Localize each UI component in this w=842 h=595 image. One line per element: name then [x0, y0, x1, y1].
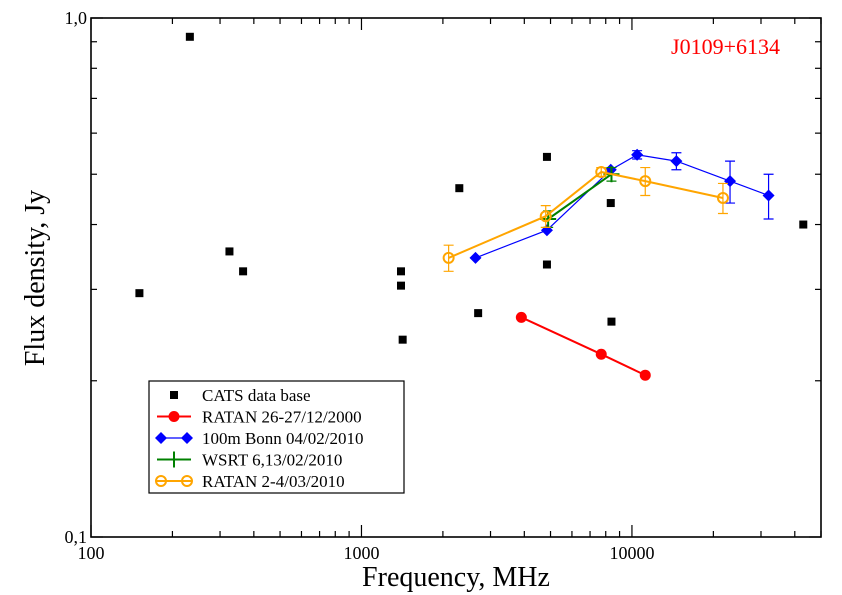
legend-marker: [170, 391, 178, 399]
x-tick-label: 10000: [609, 543, 654, 563]
data-point: [135, 289, 144, 298]
legend-label: RATAN 2-4/03/2010: [202, 472, 345, 491]
data-point: [185, 32, 194, 41]
data-point: [239, 267, 248, 276]
data-point: [670, 155, 683, 168]
legend-entries: CATS data base RATAN 26-27/12/2000 100m Bo…: [155, 386, 364, 491]
x-tick-label: 1000: [343, 543, 379, 563]
data-point: [716, 191, 729, 204]
data-point: [455, 184, 464, 193]
error-bar: [540, 205, 551, 228]
legend-label: CATS data base: [202, 386, 311, 405]
error-bar: [717, 182, 728, 215]
data-point: [542, 152, 551, 161]
legend: CATS data base RATAN 26-27/12/2000 100m Bo…: [148, 380, 405, 494]
series-ratan-26-27-12-2000: [515, 311, 651, 381]
data-point: [398, 335, 407, 344]
data-point: [762, 189, 775, 202]
legend-marker: [181, 475, 193, 487]
legend-marker: [168, 411, 180, 422]
data-point: [225, 247, 234, 256]
error-bar: [443, 244, 454, 272]
plot-frame: [90, 17, 822, 538]
data-point: [396, 267, 405, 276]
data-point: [639, 369, 651, 381]
data-point: [515, 311, 527, 323]
data-point: [606, 199, 615, 208]
legend-entry: RATAN 26-27/12/2000: [157, 408, 362, 427]
x-axis-label: Frequency, MHz: [362, 562, 550, 593]
data-point: [469, 251, 482, 264]
data-point: [539, 210, 552, 223]
data-point: [442, 251, 455, 264]
data-point: [542, 260, 551, 269]
legend-marker: [181, 432, 193, 444]
y-tick-label: 1,0: [65, 8, 88, 28]
legend-label: RATAN 26-27/12/2000: [202, 408, 362, 427]
legend-entry: CATS data base: [170, 386, 311, 405]
y-tick-label: 0,1: [65, 527, 88, 547]
legend-entry: RATAN 2-4/03/2010: [155, 472, 345, 491]
legend-label: 100m Bonn 04/02/2010: [202, 429, 364, 448]
data-point: [724, 175, 737, 188]
data-point: [474, 309, 483, 318]
series-line: [448, 170, 724, 259]
x-tick-label: 100: [78, 543, 105, 563]
series-line: [547, 173, 613, 220]
data-point: [607, 317, 616, 326]
legend-entry: WSRT 6,13/02/2010: [157, 451, 342, 470]
data-point: [595, 348, 607, 360]
data-point: [396, 281, 405, 290]
series-100m-bonn-04-02-2010: [469, 148, 775, 264]
source-name-annotation: J0109+6134: [671, 34, 780, 59]
series-line: [475, 154, 769, 259]
axis-tick-labels: 100 1000 10000 0,1 1,0: [65, 8, 655, 563]
data-point: [631, 148, 644, 161]
error-bar: [640, 166, 651, 197]
data-point: [639, 175, 652, 188]
y-axis-label: Flux density, Jy: [20, 190, 51, 366]
series-wsrt-6-13-02-2010: [540, 166, 620, 228]
axis-ticks: [90, 17, 822, 538]
series-cats-data-base: [135, 32, 808, 344]
data-point: [595, 165, 608, 178]
legend-marker: [155, 475, 167, 487]
series-line: [520, 316, 646, 377]
data-point: [799, 220, 808, 229]
series-layer: [135, 32, 808, 381]
legend-marker: [166, 451, 182, 468]
legend-label: WSRT 6,13/02/2010: [202, 451, 342, 470]
legend-entry: 100m Bonn 04/02/2010: [155, 429, 364, 448]
legend-marker: [155, 432, 167, 444]
series-ratan-2-4-03-2010: [442, 165, 729, 272]
